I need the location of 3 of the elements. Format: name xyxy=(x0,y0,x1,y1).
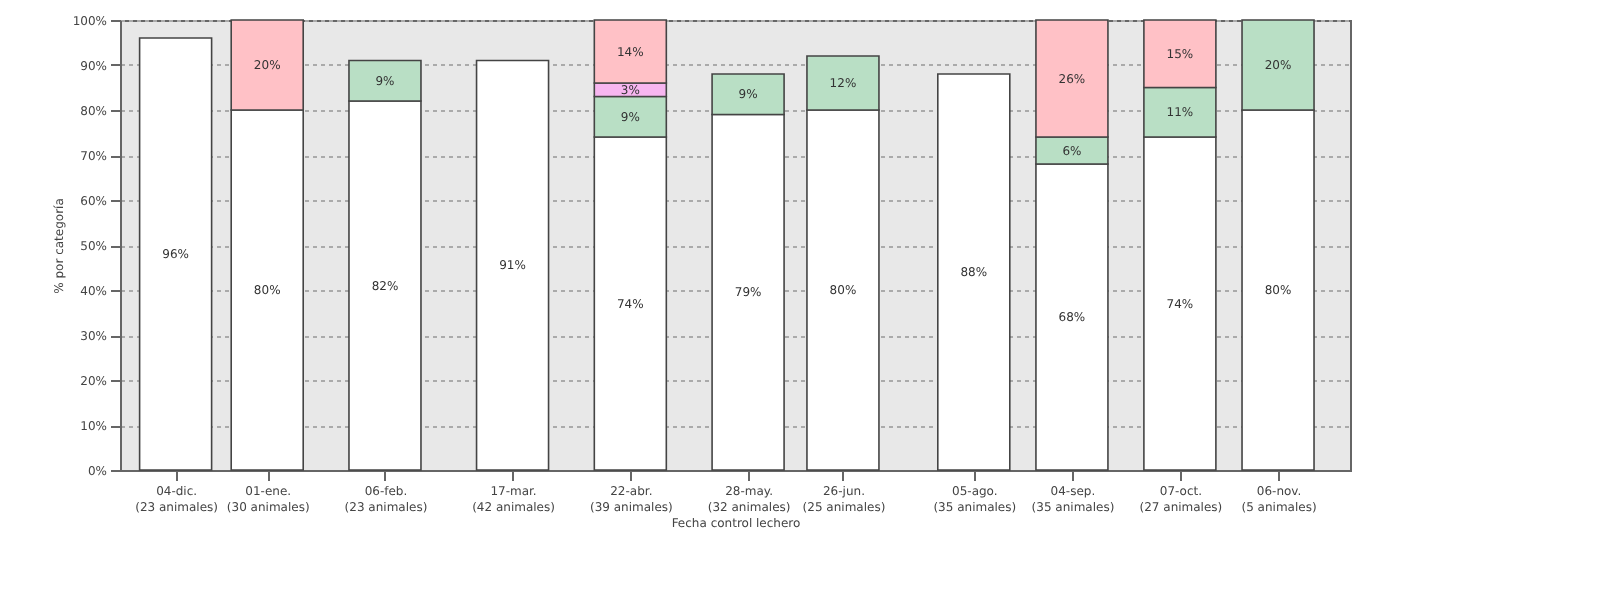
bar xyxy=(475,59,550,471)
bar xyxy=(138,37,213,471)
bar xyxy=(937,73,1011,471)
